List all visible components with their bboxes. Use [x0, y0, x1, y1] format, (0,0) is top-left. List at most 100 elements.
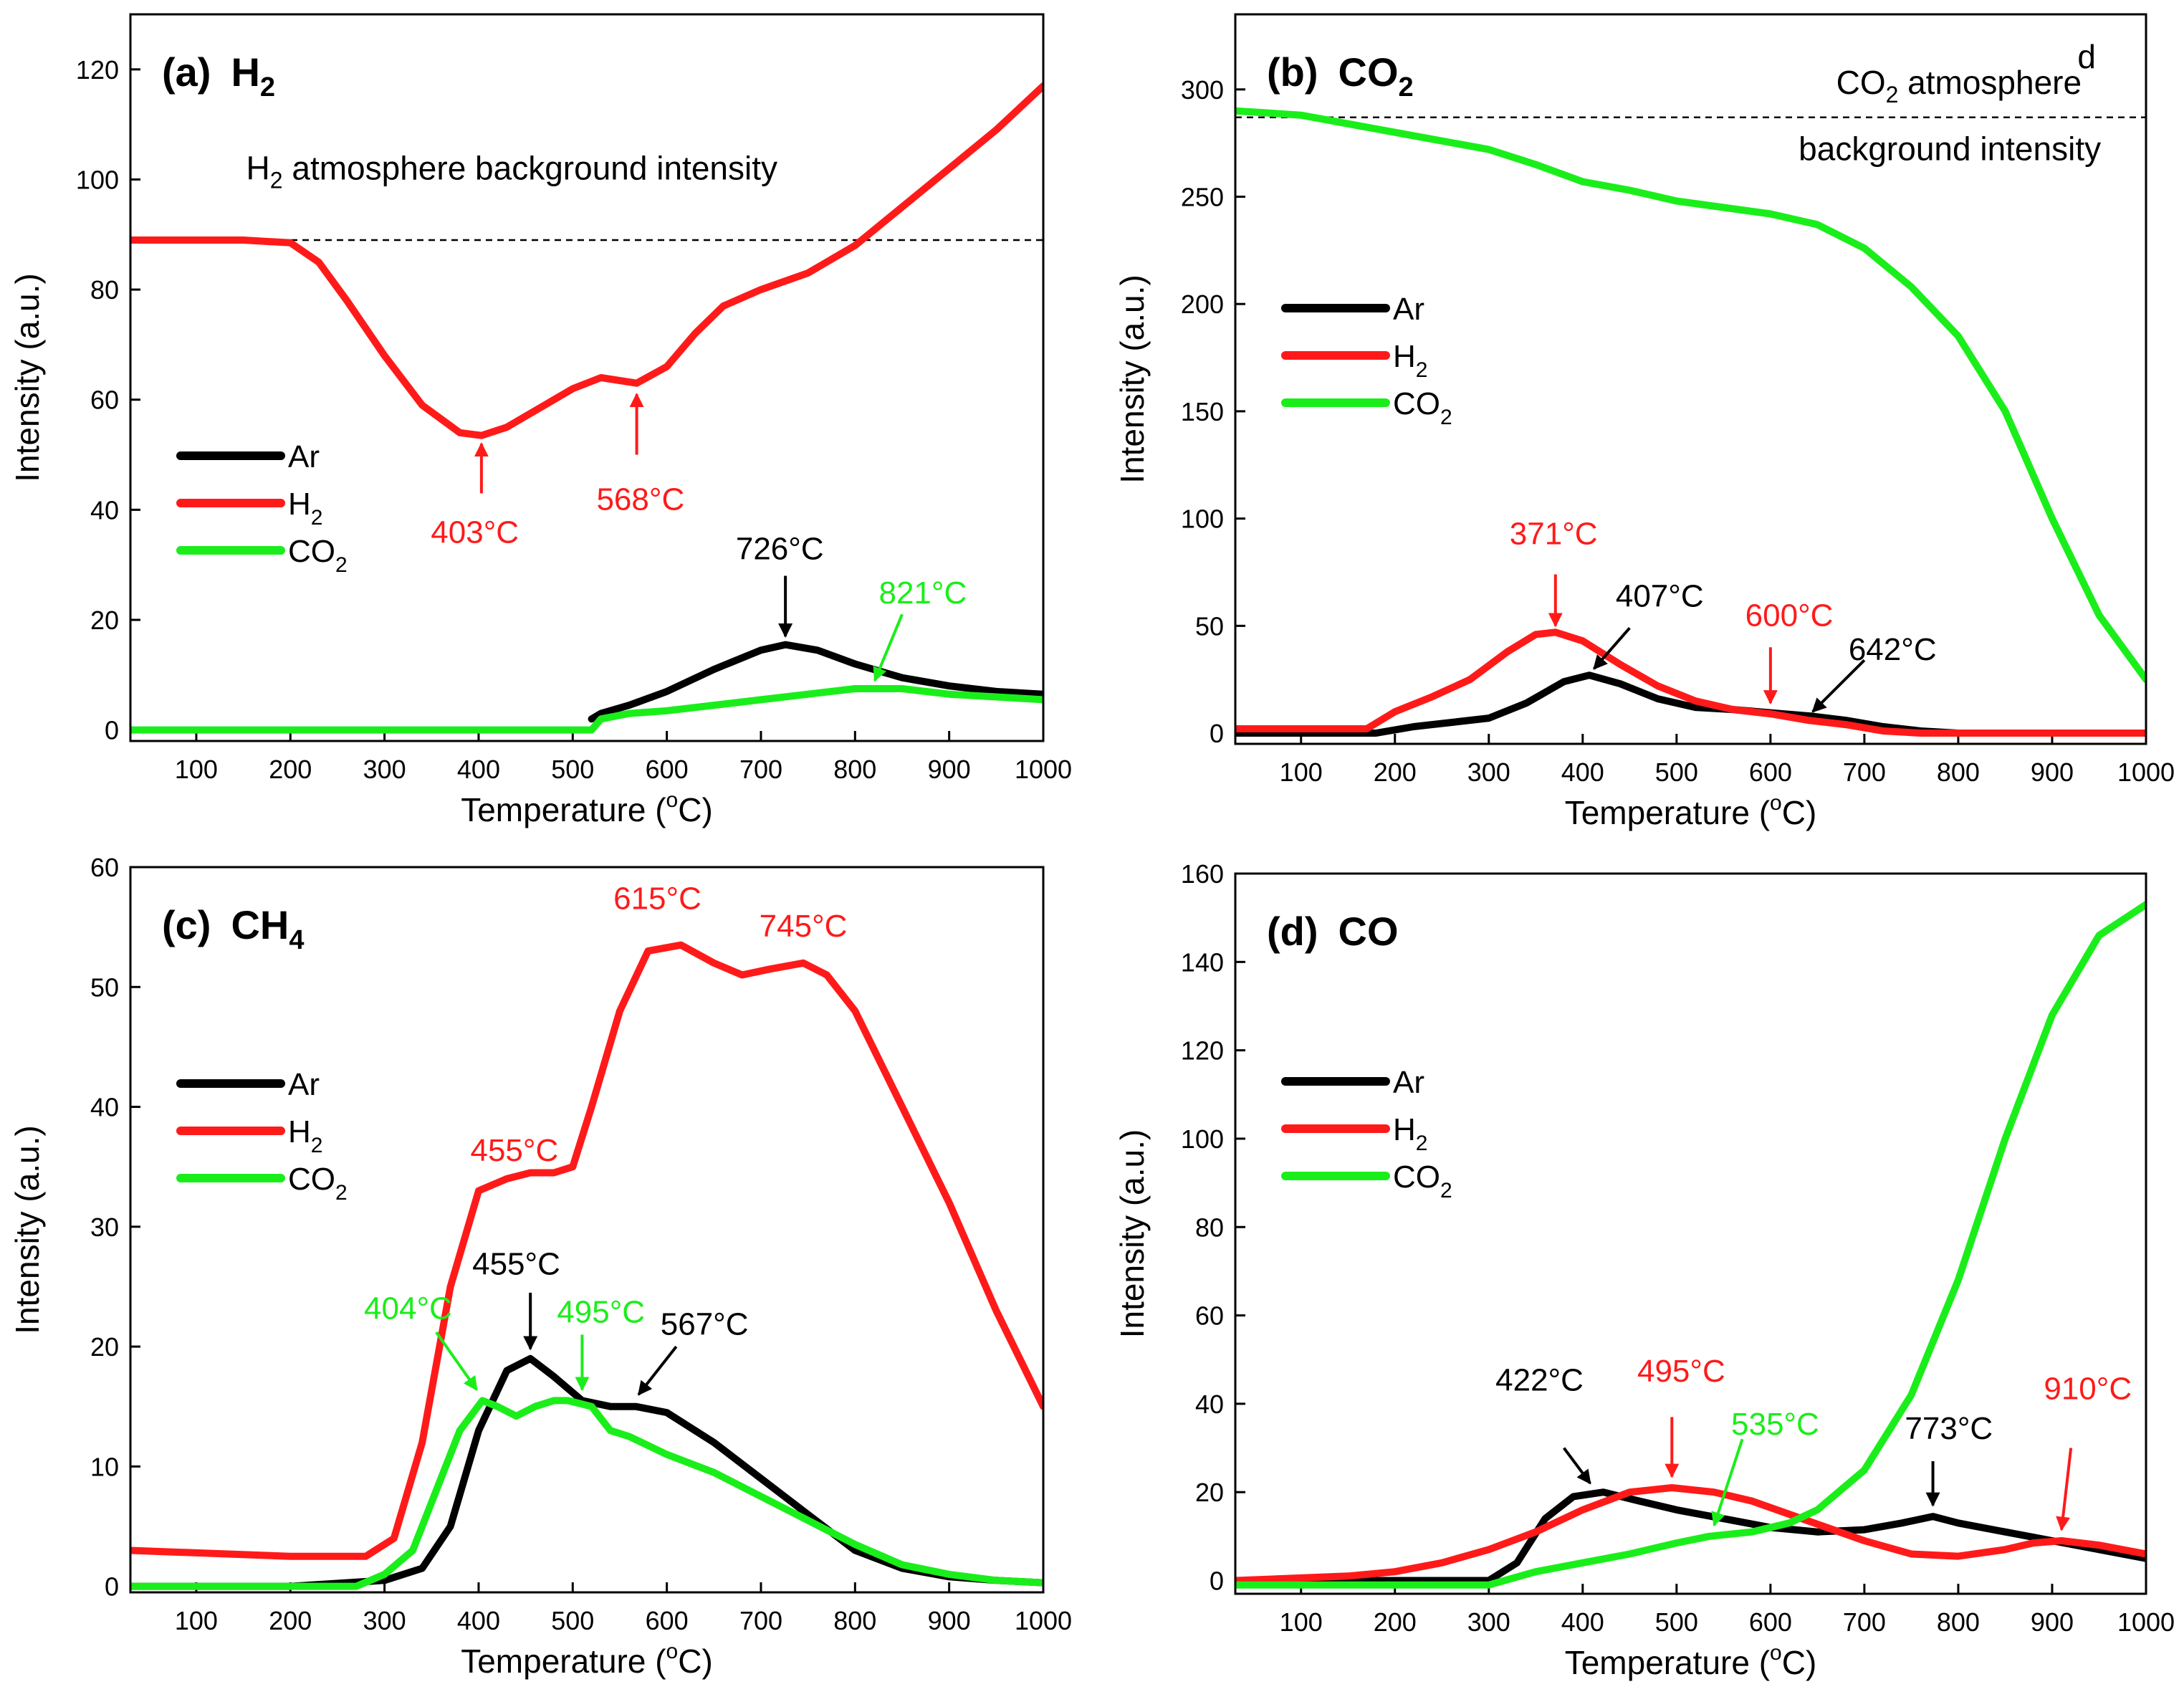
background-text-subscript: 2: [270, 167, 283, 193]
x-tick-label: 500: [551, 1606, 594, 1635]
series-line-co2: [1235, 107, 2146, 684]
x-tick-label: 600: [1749, 1607, 1792, 1637]
y-tick-label: 20: [1195, 1478, 1224, 1507]
legend-entry-name: CO: [288, 1162, 335, 1197]
y-tick-label: 160: [1181, 859, 1224, 889]
x-tick-label: 400: [457, 1606, 500, 1635]
x-axis-label: Temperature (oC): [1565, 1641, 1817, 1681]
background-text-main: d: [2077, 38, 2096, 75]
legend-entry: CO2: [288, 534, 348, 577]
annotation-label: 535°C: [1731, 1407, 1819, 1442]
chart-panel-b: 100 200 300 400 500 600 700 800 900 1000 0 50 100 150…: [1113, 13, 2175, 831]
plot-frame: [1234, 13, 2147, 745]
plot-frame: [129, 13, 1045, 742]
legend-entry-name: CO: [1393, 386, 1440, 421]
chart-panel-d: 100 200 300 400 500 600 700 800 900 1000 0 20 40 60 80…: [1113, 859, 2175, 1681]
x-axis-label-degree: o: [1770, 791, 1782, 815]
annotation-label: 773°C: [1905, 1411, 1993, 1446]
x-tick-label: 800: [1937, 1607, 1980, 1637]
y-tick-label: 100: [1181, 1124, 1224, 1154]
background-text: CO2 atmosphere: [1836, 64, 2082, 107]
y-axis-label: Intensity (a.u.): [1113, 274, 1151, 483]
legend-entry-name: H: [1393, 339, 1416, 374]
y-tick-label: 200: [1181, 290, 1224, 319]
legend-entry-subscript: 2: [1416, 1132, 1428, 1155]
x-tick-label: 600: [1749, 757, 1792, 787]
plot-frame: [129, 866, 1045, 1594]
panel-title-species: CO: [1338, 909, 1399, 954]
annotation-arrow: [1811, 659, 1866, 713]
x-tick-label: 800: [1937, 757, 1980, 787]
y-tick-label: 100: [76, 165, 119, 194]
x-tick-label: 900: [2031, 1607, 2074, 1637]
legend-entry: CO2: [288, 1162, 348, 1205]
legend-entry: CO2: [1393, 386, 1452, 429]
series-line-h2: [1235, 628, 2146, 737]
series-line-ar: [588, 641, 1043, 723]
x-tick-label: 100: [175, 1606, 218, 1635]
y-tick-label: 140: [1181, 947, 1224, 977]
background-text-subscript: 2: [1886, 82, 1899, 107]
y-tick-label: 60: [90, 386, 119, 415]
y-tick-label: 40: [90, 1093, 119, 1122]
annotation-label: 910°C: [2044, 1372, 2132, 1407]
x-tick-label: 1000: [1015, 755, 1072, 784]
series-line-ar: [1235, 1488, 2146, 1584]
x-axis-label-unit: C): [1782, 1644, 1817, 1681]
annotation-arrow: [435, 1331, 478, 1391]
x-tick-label: 600: [646, 1606, 689, 1635]
annotation-arrow: [1593, 627, 1631, 670]
y-tick-label: 50: [1195, 611, 1224, 641]
series-line-h2: [130, 82, 1043, 439]
annotation-label: 371°C: [1510, 517, 1598, 552]
background-text-rest: atmosphere background intensity: [283, 149, 777, 186]
series-group: [1235, 107, 2146, 737]
background-text: d: [2077, 38, 2096, 75]
background-text-main: CO: [1836, 64, 1886, 101]
legend-entry-name: H: [288, 487, 311, 522]
plot-frame: [1234, 872, 2147, 1595]
x-tick-label: 300: [363, 1606, 406, 1635]
legend-entry-subscript: 2: [335, 1181, 348, 1205]
y-tick-label: 60: [90, 853, 119, 882]
x-tick-label: 900: [928, 1606, 971, 1635]
annotation-label: 821°C: [878, 575, 967, 611]
annotation-label: 726°C: [736, 532, 824, 567]
legend-entry: H2: [288, 1114, 322, 1157]
x-axis-label-text: Temperature (: [461, 791, 666, 828]
x-tick-label: 500: [1655, 757, 1698, 787]
x-tick-label: 800: [833, 1606, 876, 1635]
annotation-label: 600°C: [1745, 598, 1834, 633]
y-tick-label: 250: [1181, 183, 1224, 212]
x-tick-label: 200: [1374, 757, 1417, 787]
panel-title-subscript: 2: [260, 72, 275, 102]
annotation-label: 495°C: [557, 1295, 645, 1330]
y-tick-label: 40: [90, 495, 119, 525]
chart-panel-a: 100 200 300 400 500 600 700 800 900 1000 0 20 40 60 80…: [9, 13, 1072, 828]
y-axis-label: Intensity (a.u.): [9, 1125, 46, 1334]
y-tick-label: 150: [1181, 397, 1224, 426]
series-line-co2: [1235, 901, 2146, 1589]
panel-label: (a): [162, 49, 211, 95]
panel-title: (b) CO2: [1267, 49, 1414, 102]
x-tick-label: 300: [363, 755, 406, 784]
series-group: [130, 941, 1043, 1590]
x-axis-label-degree: o: [1770, 1641, 1782, 1665]
x-tick-label: 400: [1561, 757, 1604, 787]
y-tick-label: 50: [90, 972, 119, 1002]
x-tick-label: 200: [269, 1606, 312, 1635]
x-tick-label: 500: [551, 755, 594, 784]
y-tick-label: 120: [1181, 1036, 1224, 1066]
series-group: [1235, 901, 2146, 1589]
series-line-co2: [130, 685, 1043, 734]
annotation-label: 455°C: [472, 1247, 560, 1282]
legend-entry-subscript: 2: [311, 506, 323, 530]
x-tick-label: 1000: [1015, 1606, 1072, 1635]
x-axis-label-unit: C): [678, 1643, 713, 1680]
x-axis-label-text: Temperature (: [1565, 1644, 1771, 1681]
panel-label: (c): [162, 902, 211, 947]
x-axis-label: Temperature (oC): [461, 788, 713, 828]
y-tick-label: 80: [90, 275, 119, 305]
background-text-main: H: [246, 149, 270, 186]
y-tick-label: 300: [1181, 75, 1224, 105]
